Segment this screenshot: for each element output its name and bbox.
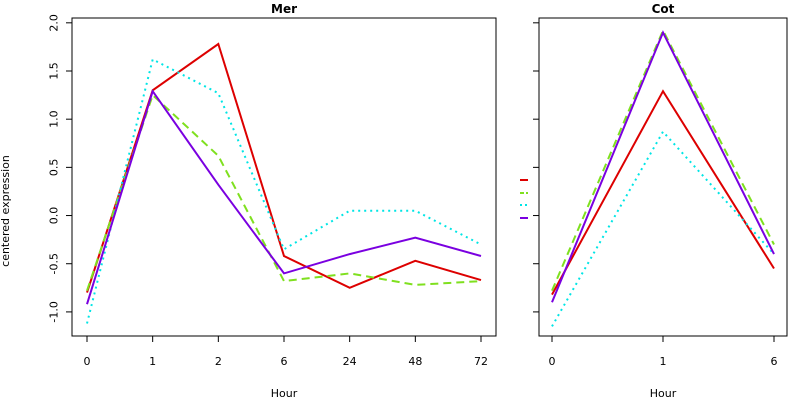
panel-mer: Mer -1.0 -0.5 0.0 0.5 1.0 1.5 2.0 0 1 2 6 24 48 72 Hour bbox=[48, 2, 497, 400]
x-tick-label: 1 bbox=[660, 355, 667, 368]
y-tick-label: 2.0 bbox=[48, 14, 61, 32]
legend bbox=[520, 179, 528, 219]
x-tick-label: 72 bbox=[474, 355, 488, 368]
series-line-mer-4 bbox=[86, 88, 482, 305]
y-tick-label: 0.0 bbox=[48, 207, 61, 225]
y-tick-label: -1.0 bbox=[48, 301, 61, 322]
y-tick-label: 0.5 bbox=[48, 159, 61, 177]
x-axis-label-cot: Hour bbox=[650, 387, 677, 400]
series-line-mer-1 bbox=[86, 42, 482, 293]
x-tick-label: 0 bbox=[84, 355, 91, 368]
plot-frame-mer bbox=[71, 17, 497, 337]
plot-frame-cot bbox=[538, 17, 788, 337]
x-tick-label: 24 bbox=[343, 355, 357, 368]
y-tick-label: 1.0 bbox=[48, 110, 61, 128]
panel-title-cot: Cot bbox=[652, 2, 675, 16]
y-tick-label: -0.5 bbox=[48, 253, 61, 274]
x-tick-label: 1 bbox=[149, 355, 156, 368]
y-axis-label: centered expression bbox=[0, 155, 12, 267]
series-line-cot-1 bbox=[551, 89, 775, 296]
series-line-cot-3 bbox=[551, 130, 775, 327]
series-line-cot-2 bbox=[551, 28, 775, 292]
panel-title-mer: Mer bbox=[271, 2, 297, 16]
y-tick-label: 1.5 bbox=[48, 62, 61, 80]
x-tick-label: 0 bbox=[549, 355, 556, 368]
series-line-cot-4 bbox=[551, 30, 775, 303]
panel-cot: Cot 0 1 6 Hour bbox=[533, 2, 788, 400]
series-line-mer-2 bbox=[86, 93, 482, 292]
x-axis-label-mer: Hour bbox=[271, 387, 298, 400]
x-tick-label: 6 bbox=[771, 355, 778, 368]
x-tick-label: 2 bbox=[215, 355, 222, 368]
x-tick-label: 48 bbox=[408, 355, 422, 368]
x-tick-label: 6 bbox=[281, 355, 288, 368]
